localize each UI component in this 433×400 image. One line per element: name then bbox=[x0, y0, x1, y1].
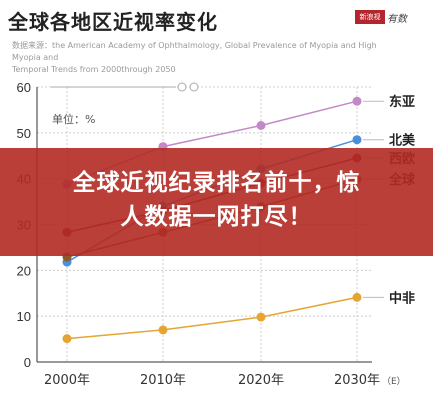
series-label: 中非 bbox=[389, 290, 415, 306]
series-line bbox=[66, 296, 358, 340]
unit-guide-circle bbox=[189, 82, 199, 92]
y-tick-label: 60 bbox=[17, 80, 31, 95]
data-point bbox=[352, 96, 362, 106]
source-note: 数据来源：the American Academy of Ophthalmolo… bbox=[12, 40, 402, 76]
data-point bbox=[352, 135, 362, 145]
y-tick-label: 50 bbox=[17, 126, 31, 141]
data-point bbox=[256, 121, 266, 130]
source-line-2: Temporal Trends from 2000through 2050 bbox=[12, 65, 176, 74]
data-point bbox=[62, 334, 72, 344]
x-estimate-note: （E） bbox=[382, 376, 406, 387]
chart-title: 全球各地区近视率变化 bbox=[8, 10, 218, 34]
source-line-1: 数据来源：the American Academy of Ophthalmolo… bbox=[12, 41, 377, 62]
y-tick-label: 10 bbox=[17, 309, 31, 324]
x-tick-label: 2000年 bbox=[44, 373, 90, 388]
data-point bbox=[158, 325, 168, 335]
y-tick-label: 20 bbox=[17, 263, 31, 278]
unit-label: 单位：% bbox=[52, 112, 95, 126]
x-tick-label: 2020年 bbox=[238, 373, 284, 388]
x-tick-label: 2030年 bbox=[334, 373, 380, 388]
headline-text: 全球近视纪录排名前十，惊 人数据一网打尽！ bbox=[20, 166, 413, 234]
unit-guide-circle bbox=[177, 82, 187, 92]
data-point bbox=[352, 292, 362, 302]
y-tick-label: 0 bbox=[24, 355, 31, 370]
logo-box: 新浪视 bbox=[355, 10, 385, 24]
x-tick-label: 2010年 bbox=[140, 373, 186, 388]
series-label: 北美 bbox=[389, 133, 416, 149]
headline-line-2: 人数据一网打尽！ bbox=[120, 204, 313, 230]
series-label: 东亚 bbox=[389, 94, 415, 110]
publisher-logo: 新浪视 有数 bbox=[355, 10, 423, 25]
headline-line-1: 全球近视纪录排名前十，惊 bbox=[72, 170, 361, 196]
data-point bbox=[256, 312, 266, 322]
logo-script: 有数 bbox=[387, 14, 407, 25]
headline-banner bbox=[0, 148, 433, 256]
